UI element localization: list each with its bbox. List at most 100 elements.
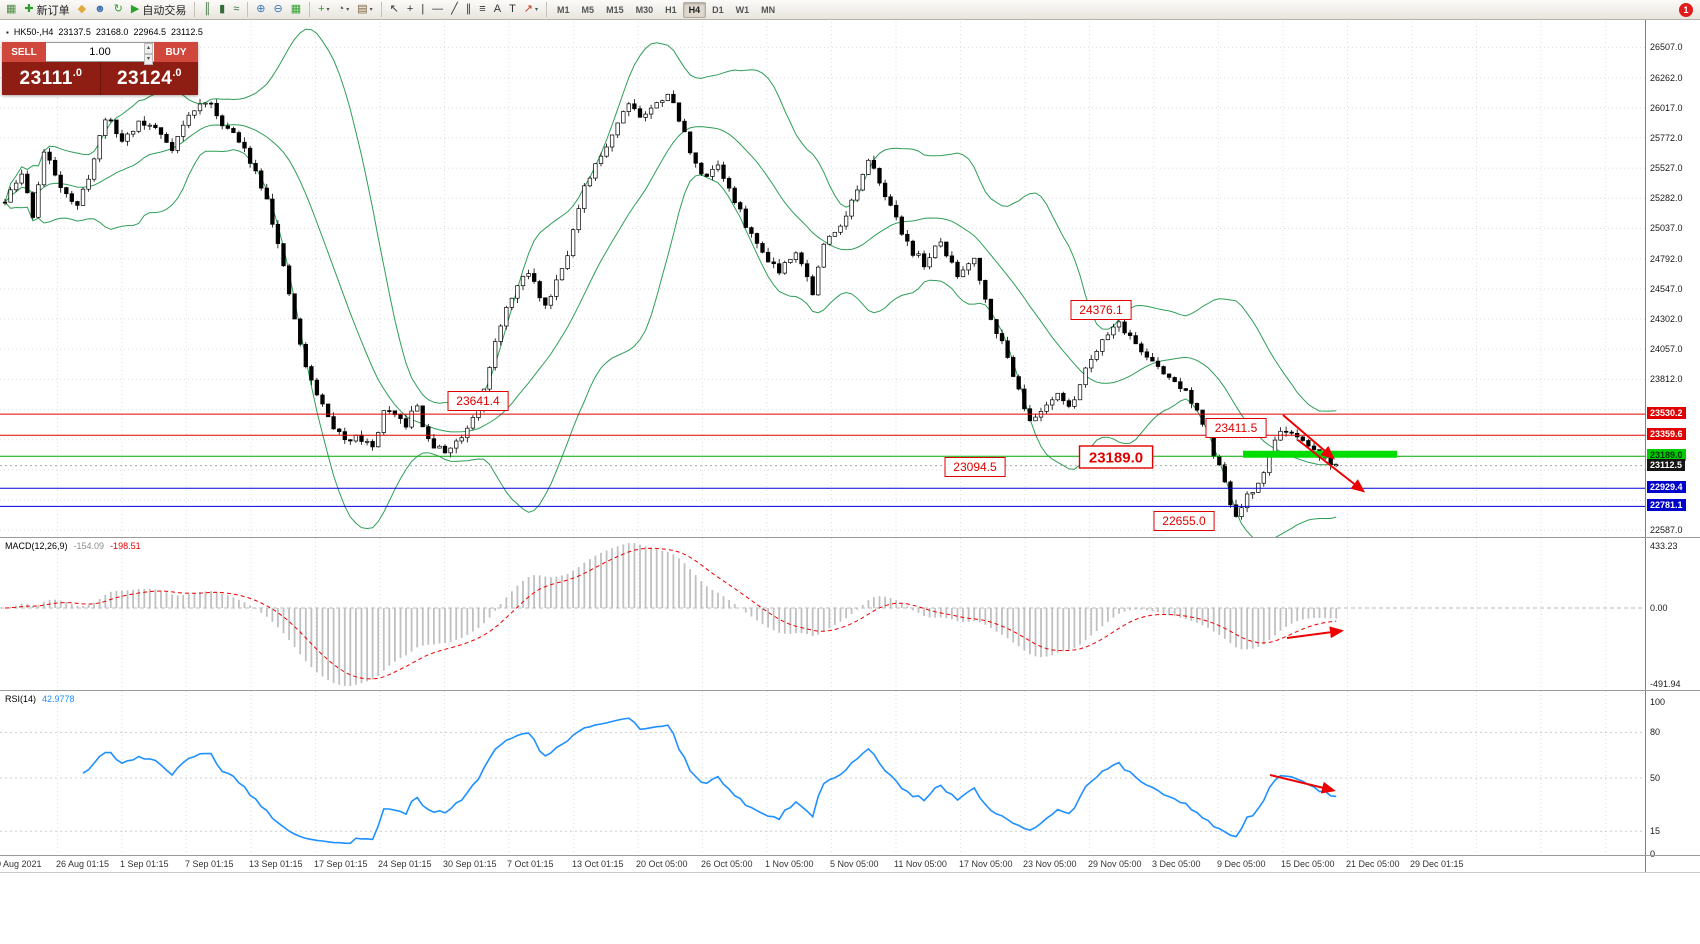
macd-label: MACD(12,26,9) [5, 541, 68, 551]
horizontal-line-icon: — [432, 3, 444, 15]
macd-main-value: -154.09 [73, 541, 105, 551]
price-grid [0, 46, 1645, 531]
price-scale-tick: 25037.0 [1650, 223, 1683, 233]
price-line-scale-label: 23359.6 [1647, 428, 1686, 440]
panel-separator[interactable] [0, 537, 1700, 538]
macd-scale-max: 433.23 [1650, 541, 1678, 551]
timeframe-button-m1[interactable]: M1 [557, 4, 570, 15]
macd-panel[interactable] [0, 538, 1645, 690]
timeframe-button-m5[interactable]: M5 [581, 4, 595, 15]
price-scale[interactable]: 26507.0 26262.0 26017.0 25772.0 25527.0 25282… [1645, 20, 1700, 872]
templates-icon[interactable]: ▤ ▾ [353, 1, 376, 19]
periods-icon: ◔ [337, 3, 345, 15]
timeframe-button-mn[interactable]: MN [761, 4, 776, 15]
time-axis-label: 29 Dec 01:15 [1410, 859, 1464, 869]
crosshair-icon[interactable]: + [403, 1, 417, 19]
time-axis-label: 1 Nov 05:00 [765, 859, 814, 869]
fibonacci-icon[interactable]: ≡ [475, 1, 489, 19]
timeframe-button-m30[interactable]: M30 [635, 4, 654, 15]
autotrading-icon: ▶ [130, 3, 140, 15]
cursor-icon[interactable]: ↖ [386, 1, 403, 19]
timeframe-button-d1[interactable]: D1 [712, 4, 724, 15]
price-annotation-23411.5[interactable]: 23411.5 [1205, 418, 1267, 438]
profile-icon: ☻ [94, 3, 106, 15]
zoom-in-icon[interactable]: ⊕ [252, 1, 269, 19]
market-refresh-icon: ↻ [113, 3, 123, 15]
notification-badge[interactable]: 1 [1679, 2, 1693, 17]
price-annotation-23641.4[interactable]: 23641.4 [447, 391, 509, 411]
macd-signal-line [4, 547, 1337, 680]
price-annotation-23189.0[interactable]: 23189.0 [1078, 445, 1154, 469]
autotrading-button-label: 自动交易 [142, 4, 187, 17]
autotrading-button[interactable]: ▶ 自动交易 [127, 1, 190, 19]
open-value: 23137.5 [58, 27, 91, 37]
arrows-icon[interactable]: ↗ ▾ [520, 1, 542, 19]
price-scale-tick: 22587.0 [1650, 525, 1683, 535]
chart-window-icon[interactable]: ▦ [2, 1, 20, 19]
panel-separator[interactable] [0, 690, 1700, 691]
volume-input[interactable] [46, 44, 154, 60]
periods-icon[interactable]: ◔ ▾ [334, 1, 354, 19]
volume-spinner: ▴ ▾ [143, 43, 153, 65]
trendline-icon[interactable]: ╱ [447, 1, 462, 19]
profile-icon[interactable]: ☻ [90, 1, 110, 19]
tile-windows-icon[interactable]: ▦ [287, 1, 305, 19]
sell-price-display[interactable]: 23111 .0 [2, 62, 100, 95]
indicators-add-icon[interactable]: + ▾ [314, 1, 333, 19]
price-annotation-24376.1[interactable]: 24376.1 [1070, 300, 1132, 320]
macd-histogram [9, 543, 1338, 686]
rsi-scale-tick: 0 [1650, 849, 1656, 859]
timeframe-button-m15[interactable]: M15 [606, 4, 624, 15]
sell-button[interactable]: SELL [2, 42, 46, 62]
panel-separator [0, 855, 1700, 856]
time-axis[interactable]: 20 Aug 2021 26 Aug 01:15 1 Sep 01:15 7 Sep … [0, 857, 1645, 872]
bar-chart-icon[interactable]: ║ [199, 1, 215, 19]
time-axis-label: 13 Sep 01:15 [249, 859, 303, 869]
time-axis-label: 7 Sep 01:15 [185, 859, 234, 869]
market-refresh-icon[interactable]: ↻ [110, 1, 127, 19]
new-order-button[interactable]: ✚ 新订单 [20, 1, 73, 19]
price-scale-tick: 25282.0 [1650, 193, 1683, 203]
timeframe-button-h1[interactable]: H1 [665, 4, 677, 15]
volume-increase-button[interactable]: ▴ [143, 43, 153, 54]
close-value: 23112.5 [171, 27, 203, 37]
dropdown-caret-icon: ▾ [535, 7, 539, 13]
volume-decrease-button[interactable]: ▾ [143, 54, 153, 65]
svg-text:23411.5: 23411.5 [1215, 421, 1258, 435]
vertical-line-icon[interactable]: | [417, 1, 428, 19]
rsi-trend-arrow[interactable] [1269, 774, 1336, 794]
macd-scale-min: -491.94 [1650, 679, 1681, 689]
price-scale-tick: 24792.0 [1650, 254, 1683, 264]
rsi-scale-tick: 15 [1650, 826, 1661, 836]
price-scale-tick: 24302.0 [1650, 314, 1683, 324]
trend-arrow[interactable] [1297, 439, 1366, 493]
rsi-value: 42.9778 [42, 694, 75, 704]
trend-arrow[interactable] [1282, 414, 1336, 460]
price-scale-tick: 25772.0 [1650, 133, 1683, 143]
price-annotation-23094.5[interactable]: 23094.5 [944, 457, 1006, 477]
candlestick-chart-icon[interactable]: ▮ [215, 1, 229, 19]
label-icon[interactable]: T [505, 1, 520, 19]
fibonacci-icon: ≡ [479, 3, 486, 15]
price-annotation-22655.0[interactable]: 22655.0 [1153, 511, 1215, 531]
candlesticks [2, 90, 1339, 520]
chart-bottom-border [0, 872, 1700, 873]
price-line-scale-label: 23189.0 [1647, 449, 1686, 461]
buy-button[interactable]: BUY [154, 42, 198, 62]
rsi-panel[interactable] [0, 691, 1645, 855]
label-icon: T [509, 3, 516, 15]
price-scale-tick: 26017.0 [1650, 103, 1683, 113]
time-axis-label: 17 Nov 05:00 [959, 859, 1013, 869]
buy-price-display[interactable]: 23124 .0 [99, 62, 199, 95]
mql5-community-icon[interactable]: ◆ [74, 1, 90, 19]
timeframe-button-w1[interactable]: W1 [735, 4, 750, 15]
zoom-out-icon[interactable]: ⊖ [269, 1, 286, 19]
timeframe-button-h4[interactable]: H4 [682, 1, 707, 18]
text-icon[interactable]: A [490, 1, 505, 19]
line-chart-icon[interactable]: ≈ [229, 1, 243, 19]
channel-icon[interactable]: ∥ [462, 1, 476, 19]
macd-trend-arrow[interactable] [1286, 626, 1344, 639]
price-chart-panel[interactable]: 23641.4 24376.1 23411.5 23189.0 23094.5 22655… [0, 22, 1645, 537]
horizontal-line-icon[interactable]: — [428, 1, 447, 19]
